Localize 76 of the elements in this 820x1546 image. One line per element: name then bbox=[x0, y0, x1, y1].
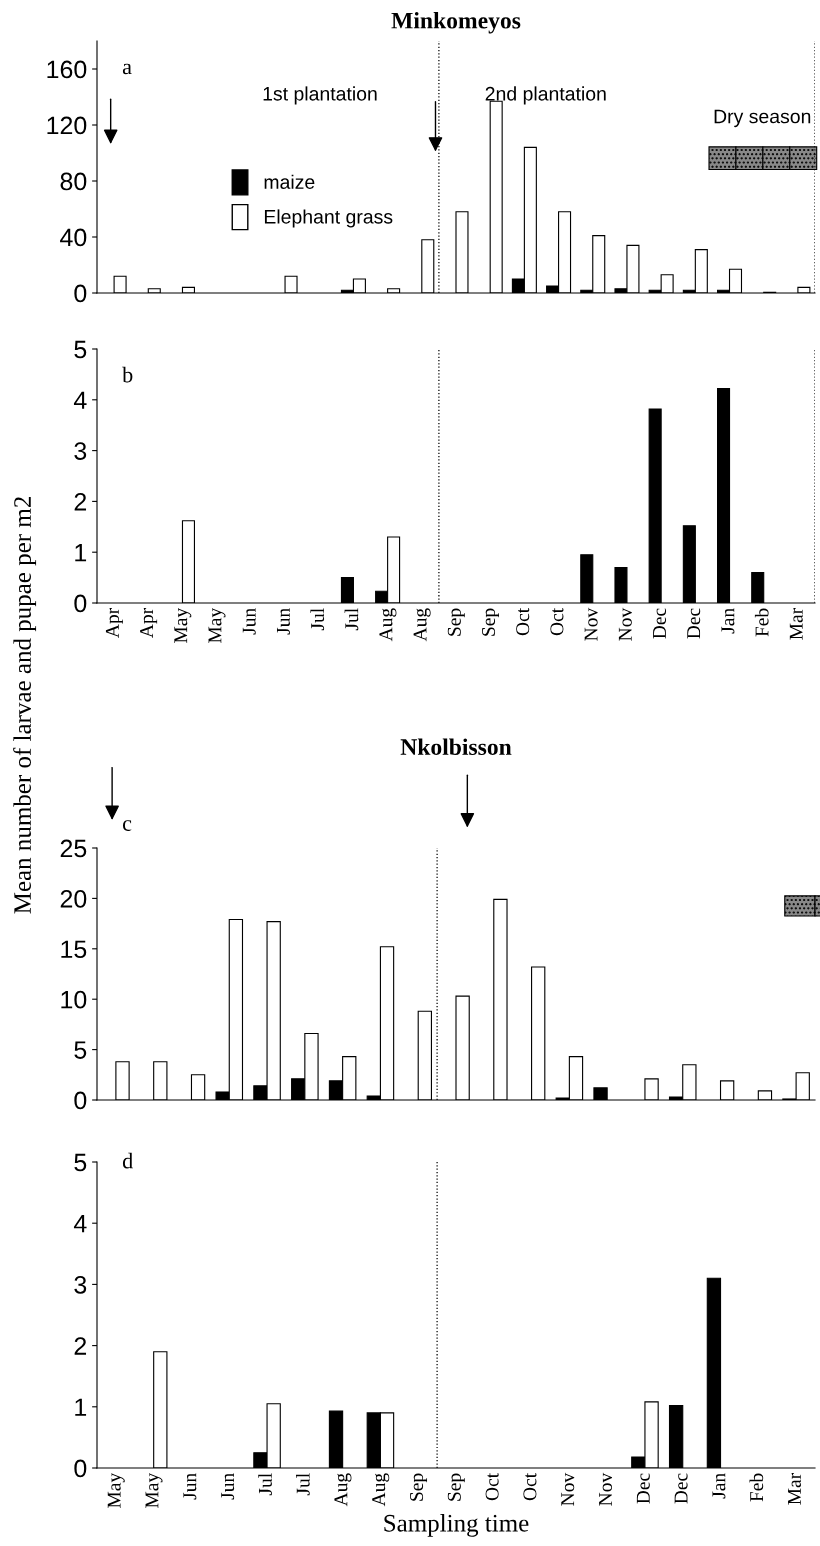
x-tick-label: Sep bbox=[447, 608, 465, 636]
annotation: b bbox=[122, 366, 133, 383]
x-tick-label: Feb bbox=[749, 1473, 764, 1502]
x-tick-label: Jul bbox=[296, 1473, 310, 1496]
x-tick-label: Oct bbox=[485, 1472, 499, 1501]
y-tick-label: 2 bbox=[74, 493, 87, 511]
y-tick-label: 2 bbox=[74, 1337, 87, 1355]
legend-label: Elephant grass bbox=[264, 209, 393, 228]
x-tick-label: Nov bbox=[599, 1472, 613, 1506]
y-tick-label: 1 bbox=[75, 1398, 87, 1416]
x-tick-label: Jun bbox=[183, 1473, 197, 1500]
x-tick-label: Apr bbox=[105, 608, 123, 638]
y-tick-label: 25 bbox=[60, 839, 87, 858]
x-tick-label: Dec bbox=[636, 1473, 650, 1504]
chart-title: Minkomeyos bbox=[391, 11, 521, 34]
y-tick-label: 4 bbox=[73, 391, 87, 409]
y-tick-label: 40 bbox=[60, 228, 87, 247]
y-tick-label: 15 bbox=[61, 940, 87, 959]
y-tick-label: 80 bbox=[60, 172, 87, 191]
annotation: d bbox=[122, 1152, 133, 1169]
x-tick-label: Aug bbox=[372, 1473, 390, 1507]
x-tick-label: Mar bbox=[788, 1473, 801, 1505]
x-tick-label: Sep bbox=[410, 1473, 428, 1501]
y-tick-label: 0 bbox=[74, 284, 87, 303]
x-tick-label: Apr bbox=[140, 608, 158, 638]
x-tick-label: May bbox=[107, 1472, 125, 1508]
y-tick-label: 5 bbox=[74, 340, 87, 359]
x-tick-label: May bbox=[174, 607, 192, 643]
x-tick-label: Nov bbox=[561, 1472, 575, 1506]
x-tick-label: Jan bbox=[721, 608, 735, 634]
x-tick-label: Aug bbox=[413, 608, 431, 642]
x-tick-label: Nov bbox=[618, 607, 632, 641]
x-axis-title: Sampling time bbox=[384, 1514, 529, 1537]
y-tick-label: 0 bbox=[74, 594, 87, 613]
x-tick-label: Jul bbox=[258, 1473, 272, 1496]
x-tick-label: Jul bbox=[344, 608, 359, 631]
x-tick-label: Aug bbox=[334, 1473, 352, 1507]
annotation: Dry season bbox=[714, 109, 811, 128]
x-tick-label: Oct bbox=[550, 607, 564, 636]
annotation: 1st plantation bbox=[263, 86, 377, 105]
y-tick-label: 120 bbox=[47, 116, 87, 135]
y-tick-label: 5 bbox=[74, 1041, 87, 1059]
x-tick-label: Oct bbox=[523, 1472, 537, 1501]
x-tick-label: Mar bbox=[789, 608, 803, 640]
x-tick-label: Jul bbox=[310, 608, 325, 631]
x-tick-label: Aug bbox=[379, 608, 397, 642]
chart-title: Nkolbisson bbox=[400, 738, 512, 755]
y-tick-label: 4 bbox=[73, 1215, 87, 1233]
x-tick-label: Jan bbox=[712, 1473, 726, 1499]
x-tick-label: Sep bbox=[447, 1473, 465, 1501]
x-tick-label: Jun bbox=[221, 1473, 235, 1500]
legend-label: maize bbox=[264, 174, 315, 189]
y-tick-label: 3 bbox=[74, 1276, 87, 1294]
annotation: 2nd plantation bbox=[485, 86, 606, 105]
x-tick-label: Feb bbox=[754, 608, 769, 637]
text: c bbox=[122, 820, 132, 831]
x-tick-label: Jun bbox=[276, 608, 290, 635]
y-tick-label: 10 bbox=[61, 990, 87, 1009]
y-tick-label: 160 bbox=[47, 60, 87, 79]
y-tick-label: 0 bbox=[74, 1459, 87, 1478]
y-tick-label: 20 bbox=[60, 890, 87, 908]
x-tick-label: Dec bbox=[653, 608, 667, 639]
x-tick-label: May bbox=[208, 607, 226, 643]
y-tick-label: 5 bbox=[74, 1153, 87, 1172]
y-tick-label: 0 bbox=[74, 1091, 87, 1110]
x-tick-label: May bbox=[145, 1472, 163, 1508]
x-tick-label: Nov bbox=[584, 607, 598, 641]
x-tick-label: Dec bbox=[674, 1473, 688, 1504]
text: Mean number of larvae and pupae per m2 bbox=[13, 497, 37, 914]
y-tick-label: 1 bbox=[75, 544, 87, 562]
x-tick-label: Jun bbox=[242, 608, 256, 635]
annotation: a bbox=[122, 63, 132, 75]
x-tick-label: Oct bbox=[516, 607, 530, 636]
y-tick-label: 3 bbox=[74, 442, 87, 460]
x-tick-label: Sep bbox=[481, 608, 500, 636]
x-tick-label: Dec bbox=[687, 608, 701, 639]
